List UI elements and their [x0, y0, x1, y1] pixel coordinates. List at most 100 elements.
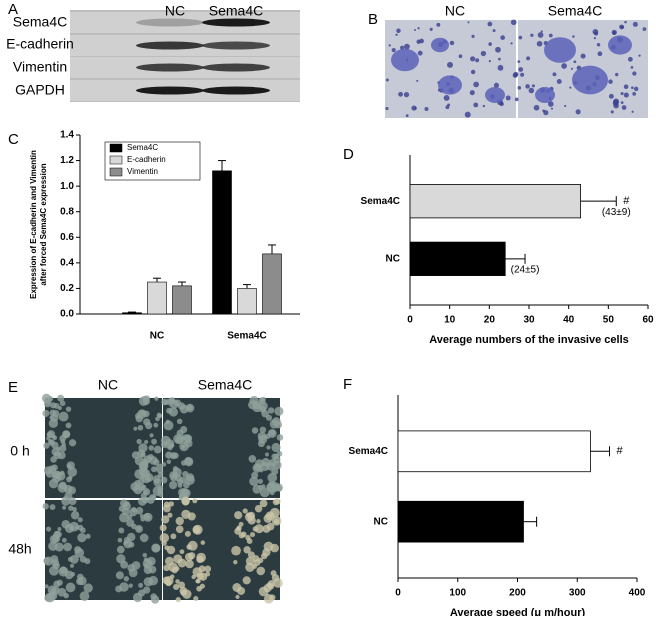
y-tick-label: Sema4C [361, 196, 400, 207]
cell [169, 480, 178, 490]
cell [53, 530, 61, 539]
cell [70, 572, 76, 577]
cell [43, 557, 50, 565]
cell [138, 467, 148, 477]
row-label: GAPDH [15, 82, 65, 98]
cell [480, 50, 487, 57]
cell [44, 593, 53, 603]
cell [146, 556, 156, 566]
cell [259, 468, 264, 473]
cell [620, 101, 624, 105]
legend-swatch [109, 143, 123, 153]
cell [163, 420, 174, 431]
cell [52, 473, 62, 483]
cell [171, 566, 178, 574]
cell [161, 398, 168, 406]
lane-label: NC [445, 3, 465, 19]
cell [592, 28, 599, 35]
y-tick-label: NC [386, 253, 400, 264]
cell [204, 565, 212, 573]
cell [258, 586, 269, 597]
cell [70, 511, 80, 520]
bar [172, 285, 192, 315]
lane-label: Sema4C [209, 3, 263, 19]
cell [143, 562, 149, 569]
x-axis-label: Average speed (μ m/hour) [450, 607, 586, 616]
y-tick-label: 1.0 [60, 181, 74, 192]
cell [57, 406, 62, 411]
cell [404, 43, 410, 50]
cell [148, 565, 157, 574]
panel-label: E [8, 379, 18, 396]
cell [443, 94, 450, 101]
cell [133, 426, 138, 431]
bar [397, 430, 591, 473]
cell [51, 441, 59, 449]
cell [144, 439, 149, 445]
cell [199, 583, 205, 589]
cell [531, 84, 535, 88]
annotation: # [623, 195, 630, 207]
cell [143, 489, 148, 495]
cell [273, 578, 283, 588]
cell-cluster [431, 37, 449, 53]
cell [137, 449, 146, 458]
cell [123, 536, 131, 544]
cell [164, 556, 174, 566]
cell [67, 556, 73, 562]
cell [167, 512, 173, 518]
cell [142, 496, 150, 504]
cell [65, 406, 72, 412]
cell [43, 442, 50, 449]
cell [135, 525, 144, 533]
cell [192, 498, 198, 504]
cell [266, 522, 275, 531]
cell [608, 93, 614, 99]
cell [67, 486, 77, 495]
cell [572, 35, 575, 38]
bar [397, 500, 524, 543]
cell [638, 54, 641, 57]
cell [385, 106, 389, 111]
cell [514, 97, 519, 102]
cell [179, 549, 185, 555]
cell [260, 462, 270, 472]
cell [48, 541, 58, 551]
band [202, 41, 270, 50]
cell [500, 35, 506, 40]
cell [161, 441, 168, 448]
cell [145, 422, 153, 430]
cell [414, 28, 417, 31]
cell [196, 552, 206, 563]
cell [267, 583, 275, 590]
cell [249, 395, 259, 406]
cell [260, 396, 266, 402]
cell [497, 64, 504, 71]
cell [130, 482, 140, 492]
y-axis-label: after forced Sema4C expression [39, 163, 48, 285]
cell [270, 570, 277, 577]
cell [526, 56, 531, 61]
cell [458, 54, 463, 59]
cell [175, 436, 184, 445]
cell [233, 559, 238, 565]
x-tick-label: 60 [642, 315, 654, 326]
cell [65, 582, 76, 593]
cell [235, 594, 240, 600]
cell [179, 476, 187, 484]
cell [276, 450, 283, 457]
cell [537, 32, 544, 38]
cell [632, 71, 637, 76]
cell [116, 545, 125, 554]
cell [388, 44, 391, 47]
y-tick-label: 0.4 [60, 257, 74, 268]
cell-cluster [391, 48, 419, 72]
cell [447, 61, 453, 68]
cell [256, 566, 266, 576]
cell [139, 409, 146, 416]
cell [198, 565, 206, 573]
cell [536, 40, 543, 47]
cell [175, 516, 184, 526]
cell [540, 30, 543, 33]
